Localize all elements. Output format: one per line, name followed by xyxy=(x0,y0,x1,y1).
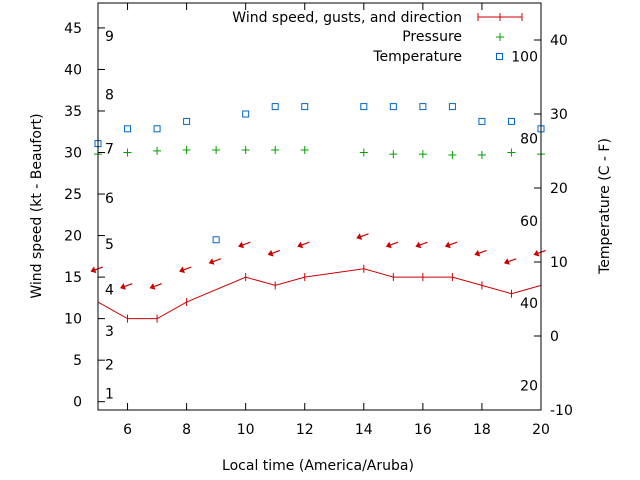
temperature-point xyxy=(448,103,456,111)
pressure-point xyxy=(300,146,309,155)
y-tick-label-left: 40 xyxy=(64,62,82,78)
wind-direction-arrow xyxy=(179,266,192,274)
wind-direction-arrow xyxy=(474,249,487,257)
temperature-point xyxy=(389,103,397,111)
y-tick-label-left: 0 xyxy=(73,395,82,411)
temperature-point xyxy=(153,125,161,133)
pressure-point xyxy=(389,150,398,159)
x-tick-label: 20 xyxy=(532,422,550,438)
wind-speed-line xyxy=(97,268,542,320)
temperature-point xyxy=(271,103,279,111)
y2-tick-label-right: 20 xyxy=(550,181,568,197)
beaufort-scale-label: 4 xyxy=(105,283,114,299)
temperature-point xyxy=(360,103,368,111)
wind-direction-arrow xyxy=(444,241,458,249)
pressure-point xyxy=(448,151,457,160)
legend-temperature-label: Temperature xyxy=(372,49,462,65)
legend-temperature-marker xyxy=(496,53,503,60)
pressure-point xyxy=(359,148,368,157)
beaufort-scale-label: 7 xyxy=(105,141,114,157)
pressure-point xyxy=(123,148,132,157)
pressure-point xyxy=(418,150,427,159)
beaufort-scale-label: 6 xyxy=(105,191,114,207)
temperature-point xyxy=(124,125,132,133)
beaufort-scale-label: 8 xyxy=(105,87,114,103)
y2-tick-label-right: 0 xyxy=(550,329,559,345)
temperature-point xyxy=(212,236,220,244)
pressure-point xyxy=(477,151,486,160)
temperature-point xyxy=(301,103,309,111)
legend-pressure-label: Pressure xyxy=(402,29,462,45)
pressure-point xyxy=(507,148,516,157)
y-tick-label-left: 10 xyxy=(64,312,82,328)
x-tick-label: 6 xyxy=(123,422,132,438)
wind-direction-arrow xyxy=(385,241,399,249)
wind-direction-arrow xyxy=(267,249,281,257)
beaufort-scale-label: 1 xyxy=(105,386,114,402)
wind-direction-arrow xyxy=(149,283,162,290)
plot-frame xyxy=(97,2,542,411)
tick-labels: 6 8 10 12 14 16 18 20051015202530354045-1001020… xyxy=(64,21,573,438)
y2-tick-label-right: 30 xyxy=(550,107,568,123)
y-axis-left-label: Wind speed (kt - Beaufort) xyxy=(29,113,45,298)
y2-tick-label-right: -10 xyxy=(550,403,573,419)
wind-direction-arrow xyxy=(238,241,251,249)
y-tick-label-left: 25 xyxy=(64,187,82,203)
y-tick-label-left: 5 xyxy=(73,353,82,369)
y-tick-label-left: 35 xyxy=(64,104,82,120)
wind-direction-arrow xyxy=(415,241,428,249)
y-axis-right-label: Temperature (C - F) xyxy=(597,138,613,275)
temperature-point xyxy=(478,117,486,125)
x-tick-label: 18 xyxy=(473,422,491,438)
beaufort-scale-label: 3 xyxy=(105,324,114,340)
legend-pressure-marker xyxy=(496,33,504,41)
temperature-point xyxy=(507,117,515,125)
y-tick-label-left: 30 xyxy=(64,146,82,162)
beaufort-scale-label: 5 xyxy=(105,237,114,253)
y-tick-label-left: 20 xyxy=(64,229,82,245)
fahrenheit-scale-label: 60 xyxy=(520,214,538,230)
x-tick-label: 10 xyxy=(237,422,255,438)
wind-direction-arrow xyxy=(120,283,133,290)
fahrenheit-scale-label: 20 xyxy=(520,378,538,394)
wind-direction-arrow xyxy=(503,258,517,265)
temperature-point xyxy=(242,110,250,118)
pressure-point xyxy=(153,146,162,155)
wind-direction-arrow xyxy=(356,233,369,240)
x-tick-label: 8 xyxy=(182,422,191,438)
y-tick-label-left: 45 xyxy=(64,21,82,37)
legend-wind-label: Wind speed, gusts, and direction xyxy=(232,10,462,26)
plot-marks xyxy=(90,103,546,323)
pressure-point xyxy=(182,146,191,155)
x-tick-label: 16 xyxy=(414,422,432,438)
y-tick-label-left: 15 xyxy=(64,270,82,286)
wind-direction-arrow xyxy=(208,258,222,265)
x-tick-label: 14 xyxy=(355,422,373,438)
wind-direction-arrow xyxy=(297,241,310,249)
x-tick-label: 12 xyxy=(296,422,314,438)
fahrenheit-scale-label: 40 xyxy=(520,296,538,312)
wind-direction-arrow xyxy=(90,266,103,274)
temperature-point xyxy=(183,117,191,125)
fahrenheit-scale-label: 100 xyxy=(511,49,538,65)
pressure-point xyxy=(212,146,221,155)
x-axis-label: Local time (America/Aruba) xyxy=(222,458,414,474)
pressure-point xyxy=(271,146,280,155)
wind-direction-arrow xyxy=(533,249,546,257)
beaufort-scale-label: 2 xyxy=(105,357,114,373)
temperature-point xyxy=(419,103,427,111)
axis-ticks xyxy=(98,3,542,411)
beaufort-scale-label: 9 xyxy=(105,29,114,45)
fahrenheit-scale-label: 80 xyxy=(520,132,538,148)
pressure-point xyxy=(241,146,250,155)
y2-tick-label-right: 40 xyxy=(550,33,568,49)
legend: Wind speed, gusts, and direction Pressur… xyxy=(232,10,523,65)
y2-tick-label-right: 10 xyxy=(550,255,568,271)
